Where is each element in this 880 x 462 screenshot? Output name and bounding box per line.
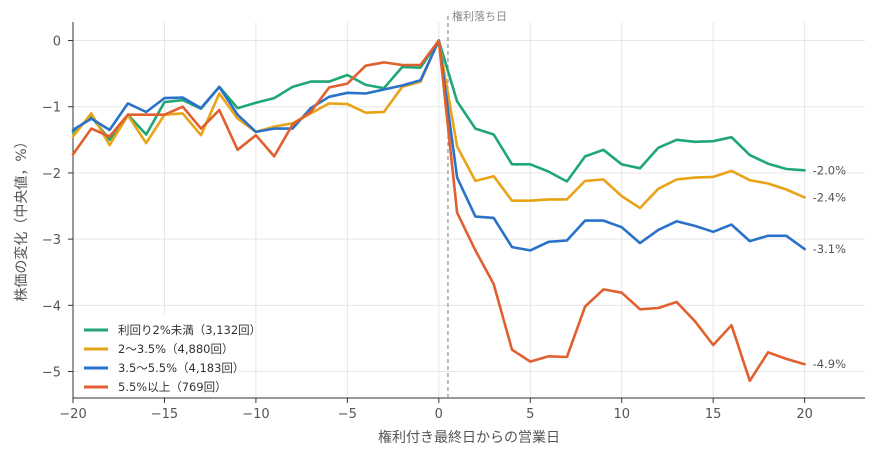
annotation-layer: 権利落ち日 — [447, 9, 507, 398]
y-tick-label: 0 — [53, 35, 61, 50]
y-tick-label: −5 — [42, 366, 61, 381]
axes: −20 −15 −10 −5 0 5 10 15 20 0 −1 −2 −3 −4 −5 — [42, 22, 865, 422]
end-labels: -2.0% -2.4% -3.1% -4.9% — [813, 163, 846, 371]
x-tick-label: 5 — [526, 407, 534, 422]
x-tick-label: −15 — [151, 407, 178, 422]
legend: 利回り2%未満（3,132回） 2～3.5%（4,880回） 3.5～5.5%（4,… — [78, 314, 261, 396]
y-tick-label: −3 — [42, 233, 61, 248]
ex-dividend-label: 権利落ち日 — [452, 9, 507, 23]
x-tick-label: −20 — [59, 407, 86, 422]
end-label-1: -2.0% — [813, 163, 846, 177]
y-tick-label: −4 — [42, 299, 61, 314]
series-line-4 — [71, 39, 806, 383]
x-tick-label: 15 — [705, 407, 722, 422]
legend-label-2: 2～3.5%（4,880回） — [118, 342, 233, 356]
legend-label-1: 利回り2%未満（3,132回） — [118, 323, 261, 337]
y-tick-label: −2 — [42, 167, 61, 182]
legend-label-4: 5.5%以上（769回） — [118, 380, 227, 394]
legend-background — [78, 314, 238, 396]
y-tick-label: −1 — [42, 101, 61, 116]
x-tick-label: −10 — [242, 407, 269, 422]
x-tick-label: −5 — [338, 407, 357, 422]
x-axis-title: 権利付き最終日からの営業日 — [378, 429, 560, 446]
end-label-4: -4.9% — [813, 357, 846, 371]
end-label-3: -3.1% — [813, 242, 846, 256]
x-tick-label: 20 — [796, 407, 813, 422]
x-tick-label: 10 — [613, 407, 630, 422]
end-label-2: -2.4% — [813, 190, 846, 204]
x-tick-label: 0 — [435, 407, 443, 422]
y-axis-title: 株価の変化（中央値，%） — [13, 134, 30, 301]
series-lines — [71, 39, 806, 383]
legend-label-3: 3.5～5.5%（4,183回） — [118, 361, 244, 375]
